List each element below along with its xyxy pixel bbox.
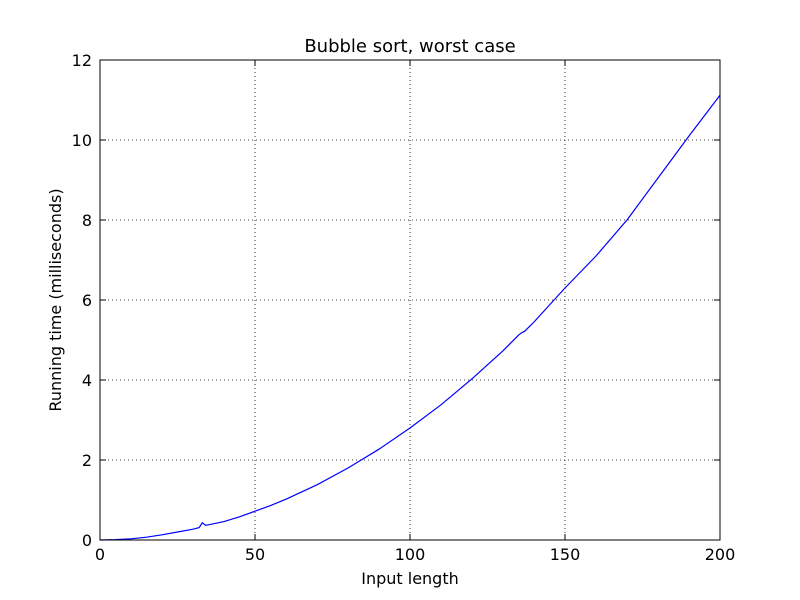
x-tick-label: 50 xyxy=(245,545,265,564)
y-tick-label: 8 xyxy=(82,211,92,230)
x-axis-label: Input length xyxy=(361,569,459,588)
y-axis-label: Running time (milliseconds) xyxy=(46,188,65,411)
y-tick-label: 0 xyxy=(82,531,92,550)
y-tick-label: 4 xyxy=(82,371,92,390)
y-tick-label: 6 xyxy=(82,291,92,310)
x-tick-label: 150 xyxy=(550,545,581,564)
chart-title: Bubble sort, worst case xyxy=(304,36,515,57)
tick-labels: 0 50 100 150 200 0 2 4 6 8 10 12 xyxy=(72,51,736,564)
x-tick-label: 0 xyxy=(95,545,105,564)
ticks xyxy=(99,59,721,541)
x-tick-label: 100 xyxy=(395,545,426,564)
y-tick-label: 12 xyxy=(72,51,92,70)
series-line xyxy=(99,94,721,541)
y-tick-label: 10 xyxy=(72,131,92,150)
x-tick-label: 200 xyxy=(705,545,736,564)
y-tick-label: 2 xyxy=(82,451,92,470)
